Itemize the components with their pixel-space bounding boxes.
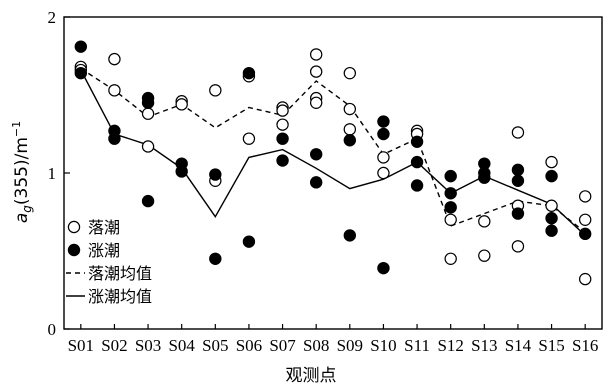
flood-point (343, 134, 357, 147)
ebb-point (108, 84, 121, 97)
flood-point (242, 235, 256, 248)
legend-ebb-marker (67, 220, 81, 234)
ebb-point (377, 151, 390, 164)
flood-point (444, 187, 457, 200)
flood-point (377, 261, 390, 275)
y-axis-title: ag(355)/m−1 (10, 121, 34, 223)
x-tick-label: S02 (101, 336, 127, 355)
x-tick-label: S06 (236, 336, 262, 355)
flood-point (444, 169, 457, 183)
ebb-point (578, 190, 592, 203)
ebb-point (444, 252, 457, 265)
y-tick-label: 0 (48, 320, 57, 339)
x-tick-label: S03 (135, 336, 161, 355)
ebb-point (141, 140, 155, 153)
ebb-point (343, 102, 357, 116)
x-tick-label: S01 (68, 336, 94, 355)
ebb-point (478, 215, 491, 228)
flood-point (74, 40, 88, 53)
flood-point (74, 66, 88, 80)
ebb-point (511, 126, 525, 139)
flood-point (511, 163, 525, 177)
flood-point (276, 154, 289, 167)
ebb-point (545, 155, 558, 169)
ebb-point (444, 213, 457, 226)
ebb-point (578, 272, 592, 286)
x-tick-label: S08 (303, 336, 329, 355)
flood-point (141, 96, 155, 110)
axis-layer: 0 1 2 S01 S02 S03 S04 S05 S06 S07 S08 S09 S10 S11 S12 S… (48, 8, 603, 355)
flood-point (444, 201, 457, 214)
flood-point (276, 132, 289, 145)
x-tick-label: S11 (404, 336, 430, 355)
flood-point (309, 148, 323, 161)
flood-point (545, 224, 558, 237)
flood-point (209, 252, 222, 265)
flood-point (377, 127, 390, 141)
flood-point (410, 179, 424, 192)
flood-point (410, 135, 424, 148)
x-tick-label: S15 (538, 336, 564, 355)
flood-point (108, 132, 121, 145)
ebb-point (141, 107, 155, 120)
x-tick-label: S07 (269, 336, 296, 355)
flood-point (343, 229, 357, 242)
flood-point (410, 155, 424, 169)
flood-point (141, 194, 155, 208)
legend-label: 落潮 (88, 218, 120, 237)
series-layer (74, 40, 592, 286)
y-axis-title-main: a (12, 213, 32, 223)
x-tick-label: S13 (471, 336, 497, 355)
ebb-point (343, 66, 357, 80)
x-axis-title: 观测点 (286, 366, 337, 386)
ebb-point (578, 213, 592, 226)
ebb-mean-line (80, 67, 586, 233)
x-tick-label: S05 (202, 336, 228, 355)
legend-flood-marker (67, 243, 81, 257)
x-tick-label: S14 (505, 336, 532, 355)
x-tick-label: S12 (437, 336, 463, 355)
flood-point (309, 176, 323, 189)
flood-point (377, 115, 390, 128)
x-tick-label: S16 (572, 336, 598, 355)
y-tick-label: 2 (48, 8, 57, 27)
flood-point (242, 66, 256, 80)
flood-point (175, 165, 188, 178)
x-tick-label: S10 (370, 336, 396, 355)
ebb-point (377, 166, 390, 180)
ebb-point (478, 249, 491, 262)
ebb-point (242, 132, 256, 145)
ebb-point (108, 52, 121, 66)
flood-point (478, 171, 491, 184)
ebb-point (276, 118, 289, 131)
legend-label: 落潮均值 (88, 264, 152, 283)
legend-label: 涨潮 (88, 241, 120, 260)
ebb-point (309, 48, 323, 61)
y-tick-label: 1 (48, 164, 57, 183)
flood-point (511, 174, 525, 187)
ebb-point (175, 98, 188, 111)
flood-mean-line (80, 69, 586, 236)
flood-point (578, 227, 592, 241)
y-axis-title-sup: −1 (10, 121, 23, 137)
flood-point (511, 207, 525, 220)
flood-point (209, 168, 222, 181)
x-tick-label: S04 (168, 336, 195, 355)
ebb-point (343, 123, 357, 136)
ebb-point (545, 199, 558, 212)
x-tick-label: S09 (337, 336, 363, 355)
y-axis-title-sub: g (20, 205, 34, 213)
ebb-point (209, 84, 222, 97)
ebb-point (309, 65, 323, 78)
flood-point (545, 169, 558, 183)
ebb-point (276, 104, 289, 117)
flood-point (545, 212, 558, 225)
legend-label: 涨潮均值 (88, 287, 152, 306)
ebb-point (511, 240, 525, 253)
ebb-point (309, 96, 323, 110)
y-axis-title-rest: (355)/m (12, 137, 32, 205)
